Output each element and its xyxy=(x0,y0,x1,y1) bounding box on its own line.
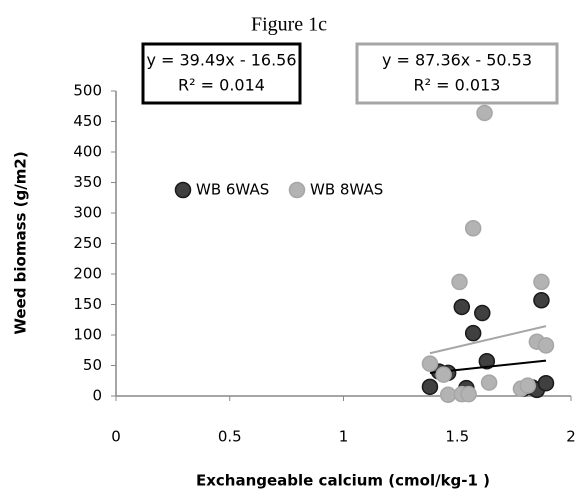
point xyxy=(435,366,452,383)
y-tick-label: 350 xyxy=(73,173,102,191)
y-tick-label: 250 xyxy=(73,234,102,252)
point xyxy=(464,324,482,342)
x-axis-label: Exchangeable calcium (cmol/kg-1 ) xyxy=(196,472,490,490)
point xyxy=(533,291,550,309)
y-tick-label: 450 xyxy=(73,112,102,130)
point xyxy=(480,374,498,391)
point xyxy=(537,374,555,392)
y-tick-label: 0 xyxy=(92,387,102,405)
equation: y = 39.49x - 16.56 xyxy=(146,51,296,70)
legend-label: WB 8WAS xyxy=(310,181,383,199)
y-tick-label: 150 xyxy=(73,295,102,313)
legend-label: WB 6WAS xyxy=(196,181,269,199)
x-tick-label: 1 xyxy=(339,428,349,446)
y-tick-label: 500 xyxy=(73,82,102,100)
point xyxy=(519,377,537,394)
chart-title: Figure 1c xyxy=(251,14,327,36)
point xyxy=(453,298,471,316)
x-tick-label: 1.5 xyxy=(445,428,469,446)
x-tick-label: 2 xyxy=(566,428,576,446)
equation-box xyxy=(141,42,302,105)
point xyxy=(464,220,482,237)
trendline xyxy=(429,325,547,355)
point xyxy=(439,386,457,404)
equation: y = 87.36x - 50.53 xyxy=(382,51,532,70)
x-tick-label: 0 xyxy=(111,428,121,446)
point xyxy=(421,378,439,396)
legend-marker xyxy=(288,181,306,199)
legend-marker xyxy=(174,181,192,199)
y-tick-label: 50 xyxy=(83,356,102,374)
point xyxy=(537,337,555,354)
point xyxy=(476,104,493,122)
point xyxy=(478,352,496,370)
y-tick-label: 300 xyxy=(73,204,102,222)
point xyxy=(474,304,491,322)
y-tick-label: 200 xyxy=(73,265,102,283)
y-tick-label: 400 xyxy=(73,143,102,161)
x-tick-label: 0.5 xyxy=(218,428,242,446)
r-squared: R² = 0.013 xyxy=(414,76,501,95)
point xyxy=(421,355,439,372)
y-tick-label: 100 xyxy=(73,326,102,344)
y-axis-label: Weed biomass (g/m2) xyxy=(12,151,30,334)
equation-box xyxy=(355,42,559,105)
point xyxy=(460,385,477,403)
point xyxy=(533,273,550,291)
r-squared: R² = 0.014 xyxy=(178,76,265,95)
point xyxy=(451,273,468,291)
